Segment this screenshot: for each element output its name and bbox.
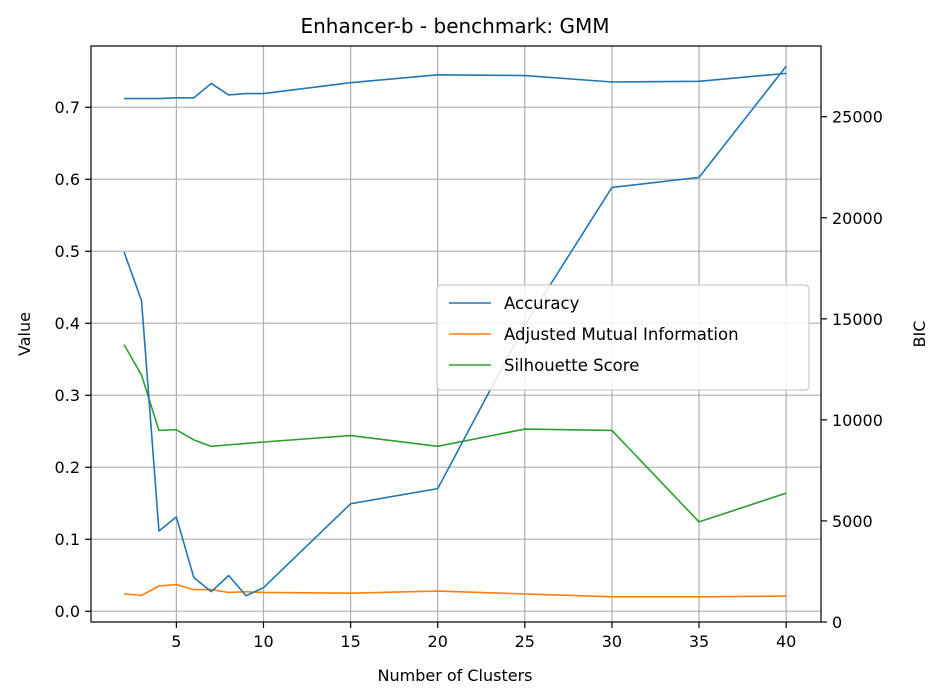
- x-tick-label: 30: [602, 632, 622, 651]
- y2-tick-label: 10000: [832, 411, 883, 430]
- series-line-1: [124, 583, 787, 598]
- y-tick-label: 0.4: [55, 314, 80, 333]
- x-tick-label: 25: [515, 632, 535, 651]
- y-tick-label: 0.0: [55, 602, 80, 621]
- x-axis-title: Number of Clusters: [378, 666, 533, 685]
- axis-ticks: 5 10 15 20 25 30 35 40 0.0 0.1 0.2 0.3 0.4 0.5 0.6 0.7 0…: [55, 98, 883, 651]
- y2-tick-label: 20000: [832, 209, 883, 228]
- chart-title: Enhancer-b - benchmark: GMM: [300, 14, 609, 38]
- x-tick-label: 10: [253, 632, 273, 651]
- legend-box: [436, 284, 810, 391]
- y-axis-title: Value: [15, 312, 34, 356]
- y2-tick-label: 0: [832, 613, 842, 632]
- y-tick-label: 0.6: [55, 170, 80, 189]
- y-tick-label: 0.3: [55, 386, 80, 405]
- y-tick-label: 0.7: [55, 98, 80, 117]
- y2-tick-label: 25000: [832, 108, 883, 127]
- series-line-0: [124, 72, 787, 100]
- y2-axis-title: BIC: [910, 321, 929, 348]
- series-lines: [123, 65, 787, 598]
- y-tick-label: 0.1: [55, 530, 80, 549]
- y2-tick-label: 15000: [832, 310, 883, 329]
- y-tick-label: 0.5: [55, 242, 80, 261]
- legend-label: Accuracy: [504, 294, 580, 313]
- x-tick-label: 20: [428, 632, 448, 651]
- y2-tick-label: 5000: [832, 512, 873, 531]
- x-tick-label: 35: [689, 632, 709, 651]
- plot-frame: [90, 45, 822, 623]
- legend: Accuracy Adjusted Mutual Information Silho…: [436, 284, 810, 391]
- x-tick-label: 5: [171, 632, 181, 651]
- x-tick-label: 15: [340, 632, 360, 651]
- y-tick-label: 0.2: [55, 458, 80, 477]
- legend-label: Adjusted Mutual Information: [504, 325, 739, 344]
- legend-label: Silhouette Score: [504, 356, 639, 375]
- series-line-3: [123, 65, 787, 597]
- series-line-2: [123, 344, 787, 523]
- x-tick-label: 40: [776, 632, 796, 651]
